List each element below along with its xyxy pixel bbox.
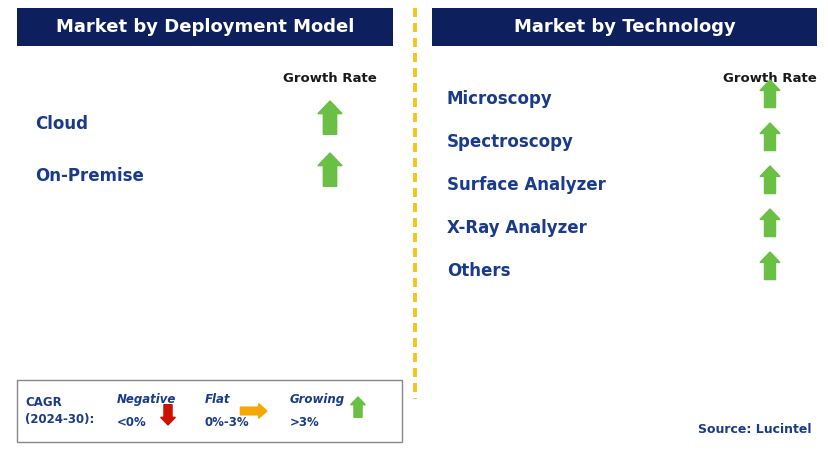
Text: Spectroscopy: Spectroscopy (446, 133, 573, 151)
FancyArrow shape (161, 405, 176, 425)
Text: Surface Analyzer: Surface Analyzer (446, 176, 605, 194)
FancyArrow shape (350, 397, 365, 417)
Text: Market by Technology: Market by Technology (513, 18, 734, 36)
Text: Others: Others (446, 262, 510, 280)
FancyArrow shape (240, 404, 267, 418)
Text: Growing: Growing (290, 393, 344, 406)
FancyArrow shape (759, 166, 779, 193)
Text: Microscopy: Microscopy (446, 90, 552, 108)
FancyArrow shape (759, 80, 779, 108)
Text: On-Premise: On-Premise (35, 167, 144, 185)
Text: 0%-3%: 0%-3% (205, 416, 249, 429)
FancyArrow shape (759, 209, 779, 237)
FancyBboxPatch shape (431, 8, 816, 46)
Text: Flat: Flat (205, 393, 230, 406)
Text: >3%: >3% (290, 416, 320, 429)
FancyArrow shape (318, 153, 342, 186)
Text: Source: Lucintel: Source: Lucintel (698, 423, 811, 436)
FancyArrow shape (759, 252, 779, 280)
Text: CAGR
(2024-30):: CAGR (2024-30): (25, 395, 94, 426)
FancyBboxPatch shape (17, 8, 392, 46)
FancyArrow shape (318, 101, 342, 134)
FancyArrow shape (759, 123, 779, 151)
Text: Market by Deployment Model: Market by Deployment Model (55, 18, 354, 36)
Text: Growth Rate: Growth Rate (722, 71, 816, 84)
Text: <0%: <0% (117, 416, 147, 429)
Text: Cloud: Cloud (35, 115, 88, 133)
Text: X-Ray Analyzer: X-Ray Analyzer (446, 219, 586, 237)
Text: Negative: Negative (117, 393, 176, 406)
Text: Growth Rate: Growth Rate (283, 71, 377, 84)
FancyBboxPatch shape (17, 380, 402, 442)
